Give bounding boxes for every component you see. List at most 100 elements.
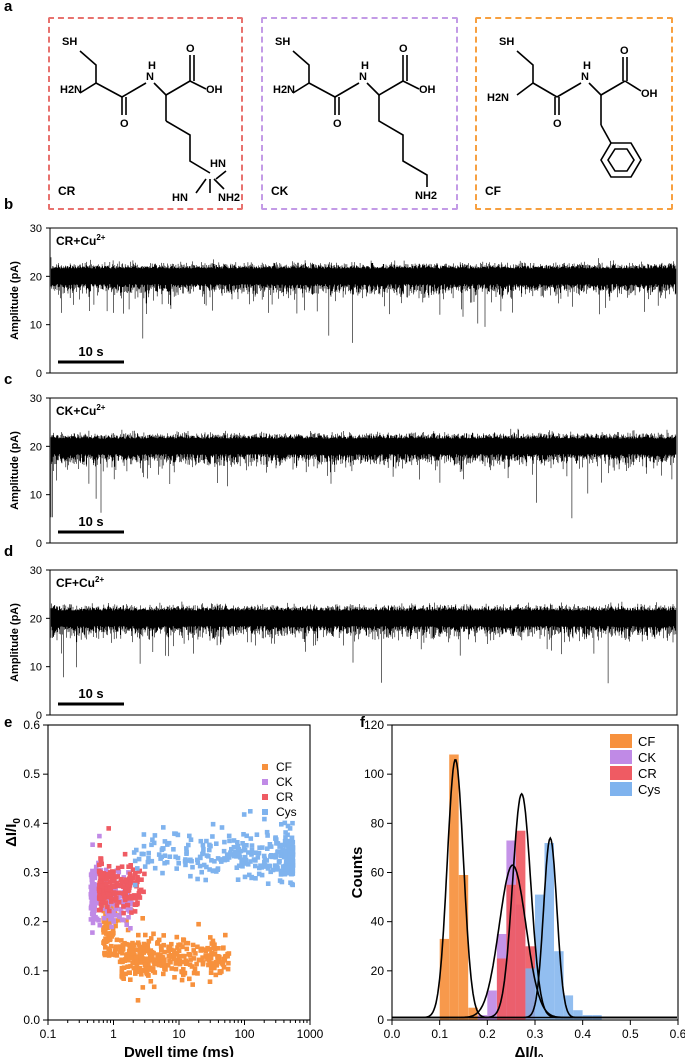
data-point (132, 858, 138, 864)
data-point (185, 858, 190, 863)
atom-side-nh: HN (210, 158, 226, 170)
trace-frame (49, 227, 678, 374)
data-point (97, 843, 102, 848)
molecule-box-cf: SH H2N N H O O OH CF (475, 17, 673, 210)
legend-label-ck: CK (276, 775, 293, 789)
data-point (237, 851, 242, 856)
legend-label-cys: Cys (276, 805, 297, 819)
data-point (174, 866, 179, 871)
data-point (287, 853, 293, 859)
data-point (141, 941, 147, 947)
legend-swatch-ck (610, 750, 632, 764)
data-point (176, 948, 182, 953)
data-point (197, 863, 203, 869)
data-point (249, 852, 254, 857)
data-point (195, 860, 201, 865)
data-point (183, 862, 188, 868)
data-point (278, 872, 284, 877)
legend-marker-cr (262, 794, 268, 800)
data-point (265, 881, 271, 886)
y-tick-label: 0.1 (23, 964, 40, 978)
data-point (135, 901, 140, 907)
data-point (200, 955, 205, 960)
data-point (167, 854, 173, 859)
molecule-name-cf: CF (485, 184, 501, 198)
data-point (145, 948, 150, 953)
data-point (208, 970, 214, 975)
data-point (200, 842, 206, 848)
data-point (145, 859, 151, 865)
data-point (128, 863, 133, 868)
data-point (177, 961, 183, 967)
fit-curve-cys (392, 836, 677, 1019)
data-point (90, 930, 95, 935)
data-point (124, 918, 129, 923)
y-tick-label: 10 (30, 662, 42, 674)
data-point (134, 847, 139, 853)
data-point (116, 900, 122, 905)
data-point (280, 847, 285, 853)
data-point (217, 970, 223, 976)
data-point (195, 876, 200, 882)
data-point (220, 946, 226, 951)
data-point (146, 850, 151, 856)
data-point (204, 864, 209, 870)
data-point (119, 876, 124, 882)
data-point (119, 974, 124, 979)
data-point (97, 880, 103, 885)
data-point (279, 842, 285, 848)
data-point (234, 854, 239, 859)
y-tick-label: 0 (377, 1013, 384, 1027)
data-point (117, 883, 123, 889)
data-point (280, 850, 285, 856)
y-tick-label: 30 (30, 565, 42, 577)
data-point (119, 864, 125, 869)
data-point (184, 846, 189, 851)
trace-core-b (51, 270, 676, 283)
data-point (196, 957, 202, 963)
data-point (226, 960, 231, 966)
data-point (183, 958, 189, 964)
atom-oh: OH (206, 84, 223, 96)
data-point (234, 865, 240, 870)
data-point (159, 947, 164, 953)
data-point (265, 833, 270, 838)
data-point (242, 854, 248, 860)
data-point (259, 872, 265, 878)
data-point (188, 957, 193, 962)
data-point (119, 938, 124, 943)
data-point (186, 842, 191, 848)
y-tick-label: 0.5 (23, 767, 40, 781)
cf-structure: SH H2N N H O O OH CF (485, 36, 658, 198)
data-point (126, 970, 132, 975)
data-point (222, 839, 227, 845)
panel-label-f: f (360, 714, 365, 731)
series-cf (101, 888, 232, 1003)
data-point (117, 914, 122, 920)
data-point (139, 851, 145, 857)
data-point (240, 841, 245, 846)
data-point (88, 905, 94, 911)
data-point (221, 965, 227, 970)
data-point (124, 895, 129, 900)
data-point (242, 874, 248, 880)
data-point (274, 852, 279, 858)
atom-nh2: NH2 (415, 190, 437, 202)
data-point (135, 940, 141, 945)
data-point (152, 961, 157, 967)
data-point (130, 867, 136, 872)
data-point (99, 903, 104, 908)
y-tick-label: 30 (30, 223, 42, 235)
data-point (114, 937, 120, 943)
data-point (122, 889, 128, 895)
data-point (162, 839, 168, 844)
data-point (107, 931, 112, 936)
data-point (182, 970, 188, 976)
data-point (200, 961, 206, 967)
data-point (210, 962, 216, 967)
data-point (114, 880, 120, 886)
series-cr (96, 826, 147, 916)
data-point (290, 847, 295, 853)
data-point (143, 932, 148, 938)
data-point (209, 950, 215, 956)
